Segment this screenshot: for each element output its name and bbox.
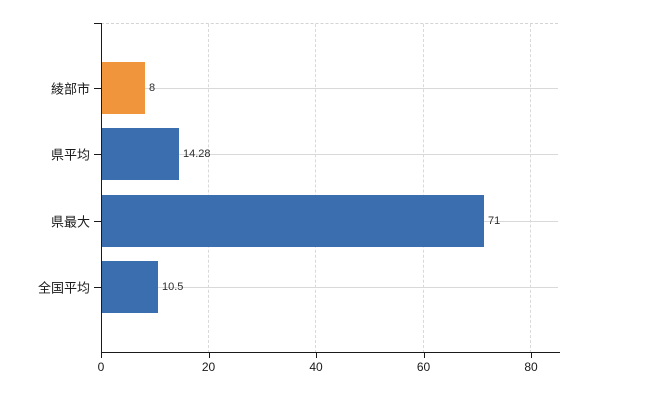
y-axis-tick: [94, 220, 101, 222]
x-axis-tick: [531, 353, 532, 358]
vertical-gridline: [530, 24, 531, 353]
plot-area: [101, 23, 558, 353]
x-axis-tick-label: 20: [201, 360, 216, 374]
x-axis-line: [101, 352, 560, 353]
bar-value-label: 71: [488, 214, 501, 227]
y-axis-line: [101, 23, 102, 353]
x-axis-tick-label: 80: [524, 360, 538, 374]
category-label: 県平均: [50, 147, 90, 162]
x-axis-tick-label: 0: [97, 360, 105, 374]
y-axis-top-cap: [94, 23, 101, 24]
row-gridline: [101, 153, 558, 155]
bar: [102, 127, 179, 180]
vertical-gridline: [422, 24, 424, 353]
bar-value-label: 14.28: [183, 147, 211, 160]
bar: [102, 194, 484, 247]
x-axis-tick: [208, 353, 210, 358]
bar-value-label: 10.5: [162, 281, 184, 293]
category-label: 全国平均: [37, 280, 90, 296]
category-label: 県最大: [50, 214, 90, 229]
x-axis-tick-label: 40: [309, 360, 323, 374]
x-axis-tick: [101, 353, 102, 358]
category-label: 綾部市: [50, 81, 90, 97]
bar-value-label: 8: [149, 82, 156, 94]
bar: [102, 261, 158, 313]
y-axis-tick: [94, 287, 101, 288]
vertical-gridline: [207, 24, 209, 353]
vertical-gridline: [315, 24, 316, 353]
bar: [102, 62, 145, 114]
x-axis-tick: [423, 353, 425, 358]
row-gridline: [101, 88, 558, 89]
x-axis-tick: [316, 353, 317, 358]
x-axis-tick-label: 60: [416, 360, 431, 374]
y-axis-tick: [94, 153, 101, 155]
row-gridline: [101, 287, 558, 288]
y-axis-tick: [94, 88, 101, 89]
